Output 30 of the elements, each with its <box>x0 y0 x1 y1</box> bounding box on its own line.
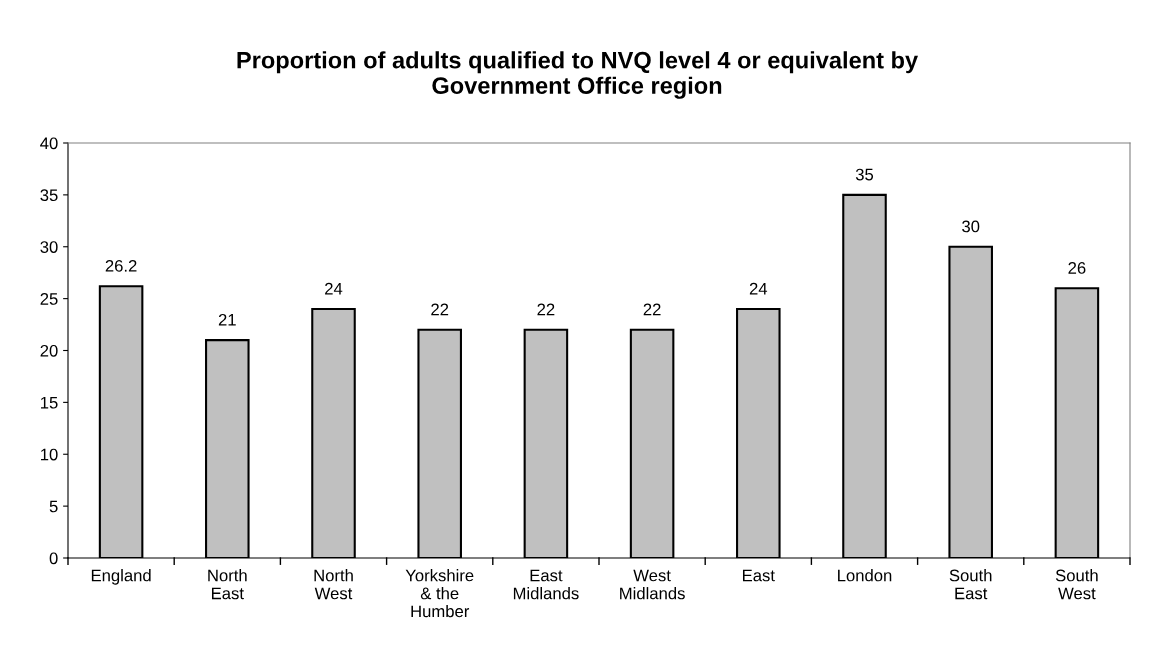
data-label: 35 <box>855 168 874 181</box>
x-tick-label: North East <box>208 569 247 600</box>
y-tick-label: 5 <box>49 500 58 513</box>
x-tick-label: East <box>742 569 775 582</box>
y-tick-label: 35 <box>40 189 58 202</box>
data-label: 24 <box>749 282 768 295</box>
y-tick-label: 40 <box>40 137 58 150</box>
data-label: 26 <box>1068 262 1086 274</box>
y-tick-label: 10 <box>41 448 58 461</box>
x-tick-label: Yorkshire & the Humber <box>405 569 474 618</box>
y-tick-label: 20 <box>40 344 58 357</box>
x-tick-label: North West <box>314 569 353 600</box>
data-label: 26.2 <box>105 259 137 272</box>
data-label: 22 <box>643 303 661 316</box>
x-tick-label: West Midlands <box>620 569 685 600</box>
data-label: 24 <box>325 282 343 295</box>
y-tick-label: 15 <box>41 396 58 409</box>
y-tick-label: 30 <box>40 241 58 253</box>
x-tick-label: London <box>838 569 892 582</box>
x-tick-label: South East <box>949 569 992 600</box>
x-tick-label: South West <box>1055 569 1098 600</box>
data-label: 22 <box>537 303 555 316</box>
y-tick-label: 0 <box>49 552 58 565</box>
data-label: 21 <box>218 313 236 326</box>
data-label: 30 <box>962 220 980 233</box>
chart-title: Proportion of adults qualified to NVQ level 4 or equivalent by Government Office region <box>237 51 918 99</box>
x-tick-label: England <box>91 569 151 585</box>
y-tick-label: 25 <box>40 293 58 305</box>
x-tick-label: East Midlands <box>513 569 579 600</box>
data-label: 22 <box>431 303 449 316</box>
